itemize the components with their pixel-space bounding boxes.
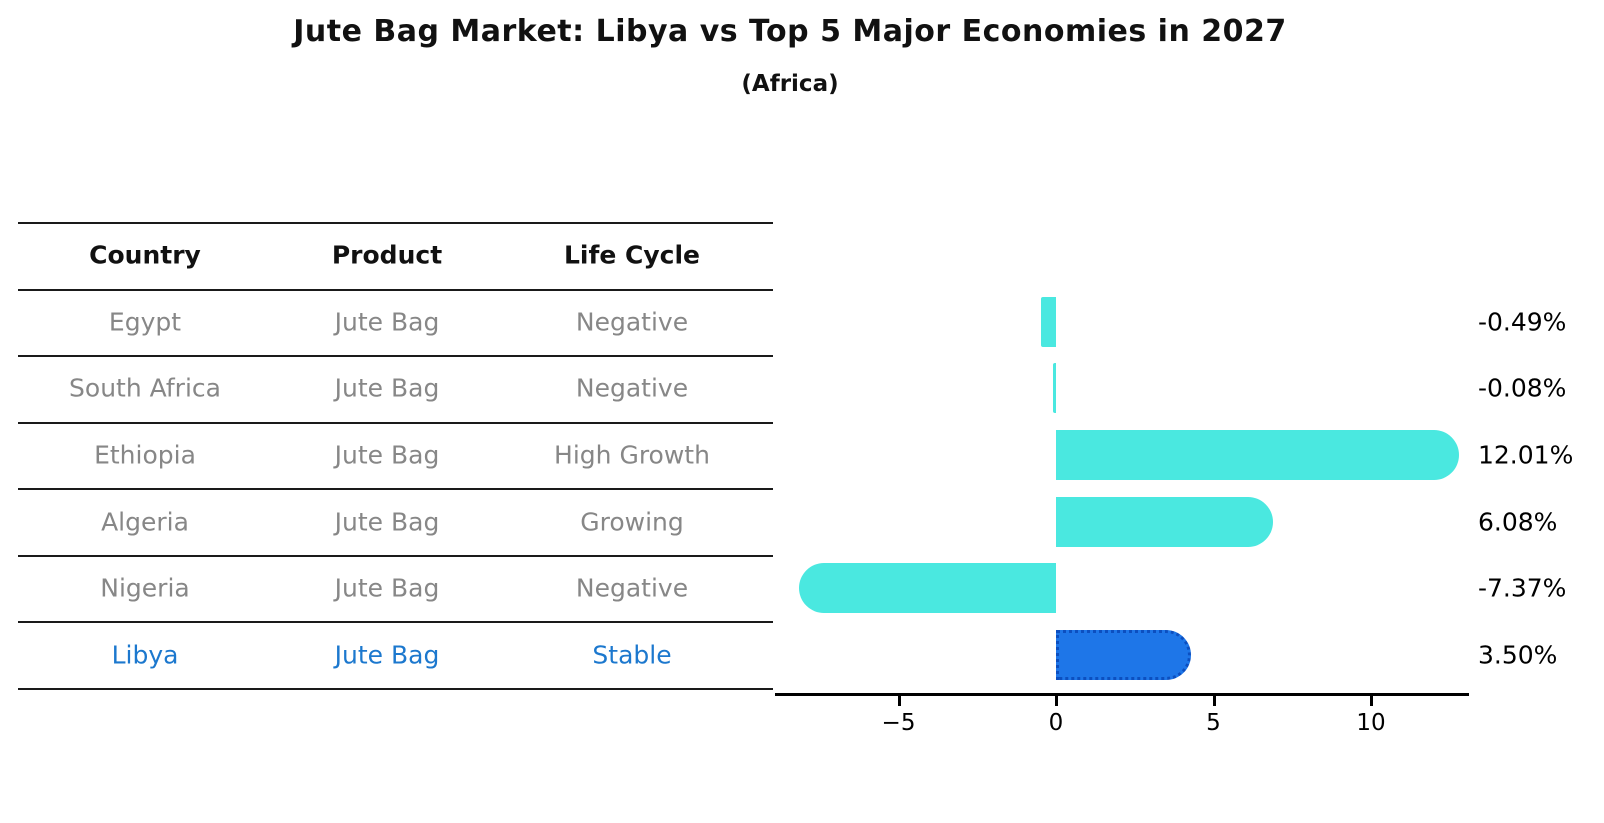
table-header-life-cycle: Life Cycle [563, 240, 701, 270]
table-cell-ethiopia-country: Ethiopia [94, 440, 196, 470]
table-cell-south-africa-life-cycle: Negative [575, 373, 689, 403]
bar-egypt [1040, 296, 1056, 347]
table-cell-egypt-product: Jute Bag [334, 307, 440, 337]
table-cell-algeria-life-cycle: Growing [580, 507, 684, 537]
table-rule [18, 488, 773, 491]
x-tick [1212, 694, 1216, 706]
table-cell-nigeria-life-cycle: Negative [575, 573, 689, 603]
table-header-country: Country [89, 240, 201, 270]
table-rule [18, 222, 773, 224]
bar-ethiopia [1056, 429, 1460, 480]
title-block: Jute Bag Market: Libya vs Top 5 Major Ec… [0, 0, 1580, 97]
bar-south-africa [1053, 363, 1056, 414]
table-rule [18, 421, 773, 424]
value-label-ethiopia: 12.01% [1478, 440, 1574, 470]
table-rule [18, 621, 773, 624]
table-rule [18, 355, 773, 358]
value-label-south-africa: -0.08% [1478, 373, 1567, 403]
x-tick [897, 694, 901, 706]
table-rule [18, 554, 773, 557]
bar-algeria [1056, 496, 1273, 547]
table-cell-ethiopia-product: Jute Bag [334, 440, 440, 470]
x-tick-label: −5 [881, 710, 916, 736]
table-cell-nigeria-product: Jute Bag [334, 573, 440, 603]
chart-title: Jute Bag Market: Libya vs Top 5 Major Ec… [293, 14, 1287, 49]
x-tick-label: 0 [1048, 710, 1064, 736]
table-cell-ethiopia-life-cycle: High Growth [554, 440, 710, 470]
table-cell-libya-country: Libya [111, 640, 179, 670]
table-header-product: Product [331, 240, 443, 270]
table-cell-egypt-life-cycle: Negative [575, 307, 689, 337]
x-tick [1055, 694, 1058, 706]
x-tick [1370, 694, 1373, 706]
bar-libya [1056, 629, 1192, 680]
table-cell-libya-product: Jute Bag [334, 640, 440, 670]
bar-nigeria [798, 563, 1056, 614]
value-label-libya: 3.50% [1478, 640, 1558, 670]
value-label-egypt: -0.49% [1478, 307, 1567, 337]
x-tick-label: 10 [1356, 710, 1386, 736]
chart-subtitle: (Africa) [741, 71, 839, 97]
table-cell-nigeria-country: Nigeria [100, 573, 190, 603]
x-tick-label: 5 [1206, 710, 1221, 736]
table-rule [18, 687, 773, 690]
table-cell-algeria-product: Jute Bag [334, 507, 440, 537]
value-label-algeria: 6.08% [1478, 507, 1558, 537]
x-axis-line [775, 693, 1469, 696]
table-cell-south-africa-product: Jute Bag [334, 373, 440, 403]
table-cell-libya-life-cycle: Stable [592, 640, 672, 670]
value-label-nigeria: -7.37% [1478, 573, 1567, 603]
table-cell-egypt-country: Egypt [108, 307, 182, 337]
table-rule [18, 288, 773, 291]
table-cell-south-africa-country: South Africa [69, 373, 221, 403]
table-cell-algeria-country: Algeria [101, 507, 189, 537]
